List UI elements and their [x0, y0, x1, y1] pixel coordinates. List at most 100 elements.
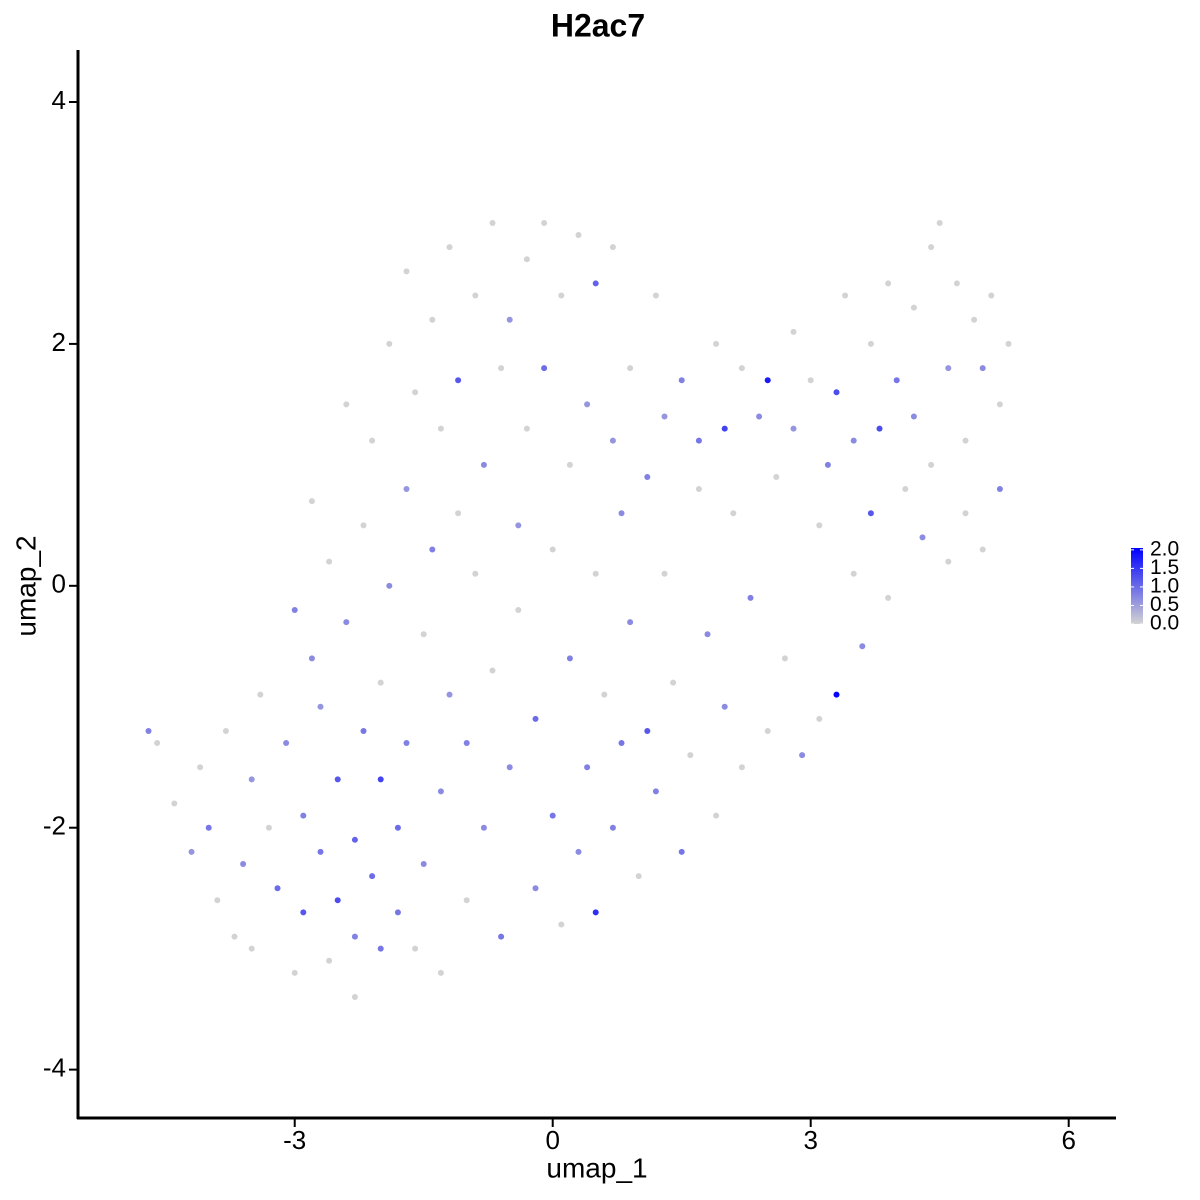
point: [274, 885, 281, 892]
point: [532, 715, 539, 722]
point: [420, 861, 427, 868]
point: [523, 256, 530, 263]
point: [928, 244, 935, 251]
point: [154, 740, 161, 747]
point: [472, 570, 479, 577]
point: [377, 679, 384, 686]
point: [506, 316, 513, 323]
point: [584, 401, 591, 408]
point: [291, 969, 298, 976]
point: [609, 244, 616, 251]
point: [188, 848, 195, 855]
point: [480, 461, 487, 468]
point: [498, 933, 505, 940]
point: [687, 752, 694, 759]
point: [541, 365, 548, 372]
y-axis-title: umap_2: [10, 535, 41, 636]
point: [429, 546, 436, 553]
point: [463, 740, 470, 747]
point: [893, 377, 900, 384]
x-tick-label: 0: [545, 1125, 559, 1155]
point: [566, 461, 573, 468]
point: [773, 473, 780, 480]
point: [859, 643, 866, 650]
point: [308, 498, 315, 505]
point: [584, 764, 591, 771]
point: [713, 812, 720, 819]
point: [661, 413, 668, 420]
point: [756, 413, 763, 420]
point: [291, 607, 298, 614]
point: [558, 921, 565, 928]
point: [317, 848, 324, 855]
point: [790, 328, 797, 335]
point: [885, 594, 892, 601]
y-tick-label: -4: [43, 1052, 66, 1082]
point: [738, 365, 745, 372]
point: [816, 715, 823, 722]
point: [197, 764, 204, 771]
y-tick-label: -2: [43, 811, 66, 841]
point: [326, 957, 333, 964]
point: [764, 377, 771, 384]
colorbar-label: 1.0: [1150, 574, 1179, 597]
point: [945, 365, 952, 372]
point: [902, 486, 909, 493]
point: [695, 486, 702, 493]
point: [566, 655, 573, 662]
point: [317, 703, 324, 710]
point: [334, 897, 341, 904]
point: [480, 824, 487, 831]
point: [842, 292, 849, 299]
point: [171, 800, 178, 807]
point: [446, 244, 453, 251]
point: [824, 461, 831, 468]
point: [541, 219, 548, 226]
point: [145, 727, 152, 734]
point: [403, 268, 410, 275]
x-tick-label: -3: [283, 1125, 306, 1155]
point: [996, 401, 1003, 408]
point: [790, 425, 797, 432]
point: [601, 691, 608, 698]
point: [386, 582, 393, 589]
point: [885, 280, 892, 287]
point: [205, 824, 212, 831]
point: [953, 280, 960, 287]
point: [850, 437, 857, 444]
point: [489, 219, 496, 226]
point: [283, 740, 290, 747]
colorbar-label: 1.5: [1150, 556, 1179, 579]
x-tick-label: 3: [803, 1125, 817, 1155]
point: [618, 510, 625, 517]
point: [558, 292, 565, 299]
point: [979, 365, 986, 372]
point: [257, 691, 264, 698]
point: [945, 558, 952, 565]
point: [360, 727, 367, 734]
point: [351, 836, 358, 843]
point: [437, 788, 444, 795]
x-axis-title: umap_1: [546, 1152, 647, 1183]
point: [627, 619, 634, 626]
colorbar-label: 0.0: [1150, 612, 1179, 635]
point: [412, 389, 419, 396]
y-tick-label: 4: [52, 85, 66, 115]
point: [721, 703, 728, 710]
x-tick-label: 6: [1061, 1125, 1075, 1155]
point: [652, 788, 659, 795]
point: [713, 340, 720, 347]
colorbar-label: 0.5: [1150, 593, 1179, 616]
point: [498, 365, 505, 372]
point: [575, 848, 582, 855]
y-tick-label: 2: [52, 327, 66, 357]
point: [738, 764, 745, 771]
point: [867, 340, 874, 347]
point: [678, 848, 685, 855]
point: [678, 377, 685, 384]
point: [248, 776, 255, 783]
point: [721, 425, 728, 432]
point: [833, 691, 840, 698]
point: [360, 522, 367, 529]
